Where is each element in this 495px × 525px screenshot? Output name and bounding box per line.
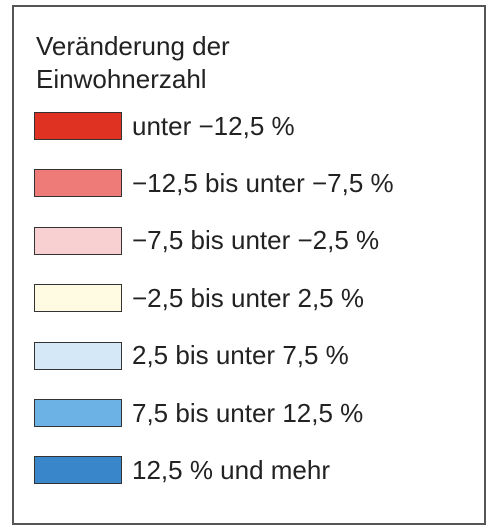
page: {"legend": { "title_lines": ["Veränderun… [12,5,486,525]
legend-row: unter −12,5 % [34,110,295,142]
legend-row: 7,5 bis unter 12,5 % [34,397,363,429]
legend-swatch [34,284,122,313]
legend-label: −2,5 bis unter 2,5 % [132,282,364,313]
legend-label: unter −12,5 % [132,110,295,141]
legend-title: Veränderung der [36,31,230,61]
legend-title: Einwohnerzahl [36,64,207,94]
legend-row: 2,5 bis unter 7,5 % [34,340,349,372]
legend-row: 12,5 % und mehr [34,454,330,486]
legend-swatch [34,112,122,140]
legend-row: −12,5 bis unter −7,5 % [34,167,394,199]
legend-swatch [34,456,122,485]
legend-row: −7,5 bis unter −2,5 % [34,225,379,257]
legend-label: −12,5 bis unter −7,5 % [132,167,394,198]
legend-swatch [34,399,122,427]
legend-row: −2,5 bis unter 2,5 % [34,282,364,314]
legend: Veränderung der Einwohnerzahl unter −12,… [12,5,486,525]
legend-label: 12,5 % und mehr [132,454,331,485]
legend-label: 7,5 bis unter 12,5 % [132,397,364,428]
legend-swatch [34,226,122,255]
legend-swatch [34,169,122,198]
legend-swatch [34,341,122,370]
legend-label: −7,5 bis unter −2,5 % [132,225,380,256]
legend-label: 2,5 bis unter 7,5 % [132,340,349,371]
